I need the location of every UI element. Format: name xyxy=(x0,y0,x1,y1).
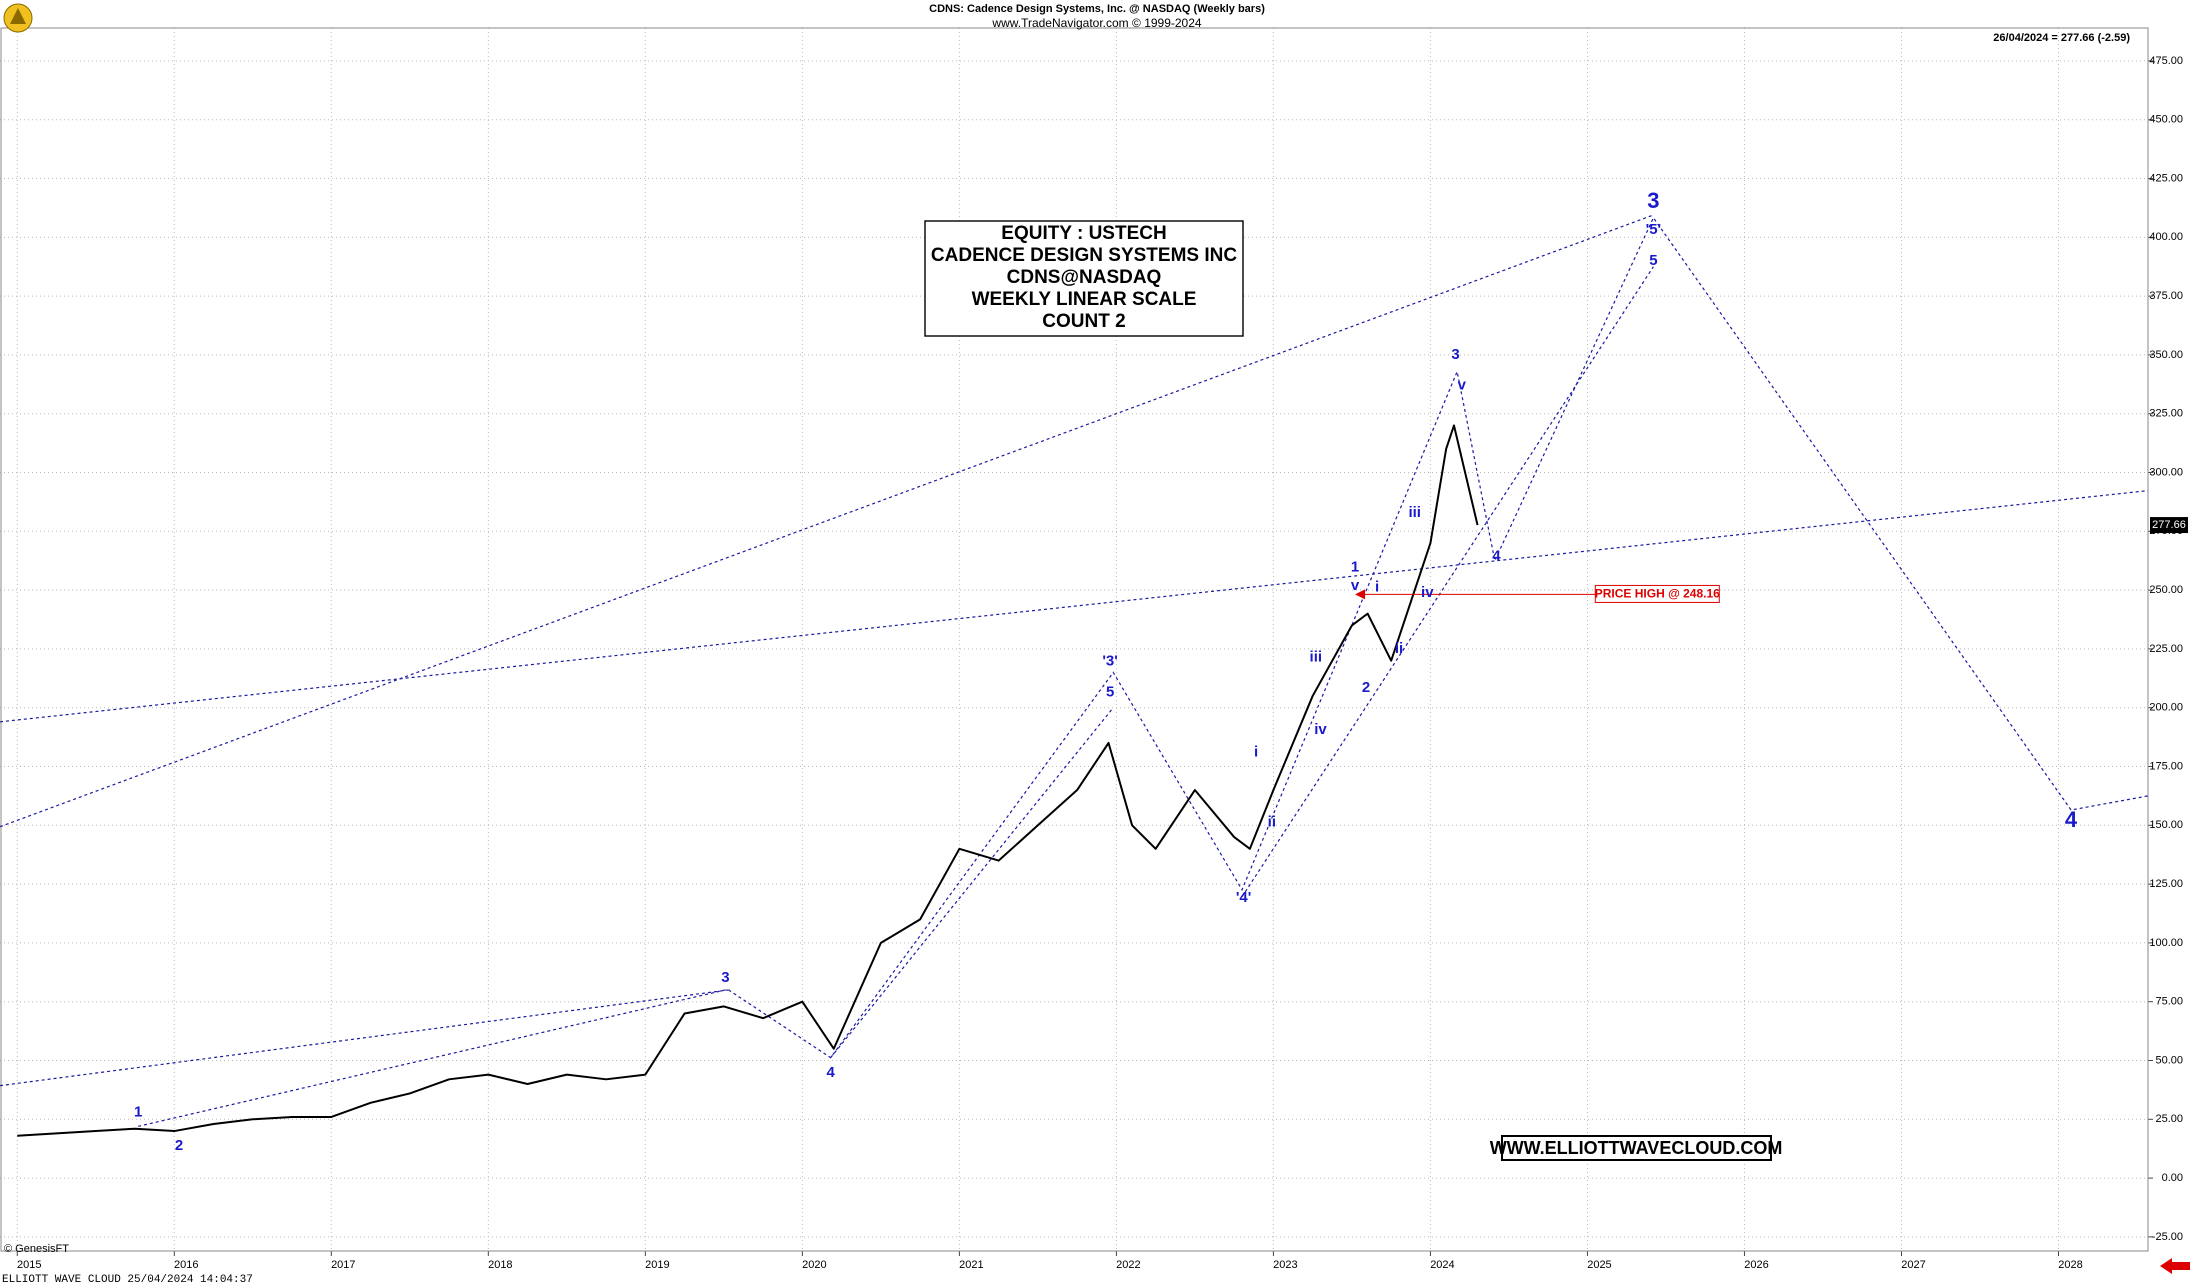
wave-label: iii xyxy=(1310,648,1323,665)
wave-label: iv xyxy=(1314,721,1327,738)
chart-subtitle: www.TradeNavigator.com © 1999-2024 xyxy=(991,16,1201,30)
wave-label: v xyxy=(1458,377,1467,394)
x-tick-label: 2018 xyxy=(488,1259,512,1271)
y-tick-label: 400.00 xyxy=(2149,231,2183,243)
wave-label: '4' xyxy=(1236,889,1251,906)
y-tick-label: 375.00 xyxy=(2149,290,2183,302)
wave-label: v xyxy=(1351,577,1360,594)
wave-label: 1 xyxy=(134,1103,142,1120)
price-high-label: PRICE HIGH @ 248.16 xyxy=(1595,587,1720,601)
x-tick-label: 2017 xyxy=(331,1259,355,1271)
wave-label: 3 xyxy=(1451,346,1459,363)
x-tick-label: 2020 xyxy=(802,1259,826,1271)
wave-label: 3 xyxy=(721,969,729,986)
wave-label: '3' xyxy=(1102,653,1117,670)
y-tick-label: 475.00 xyxy=(2149,55,2183,67)
y-tick-label: 100.00 xyxy=(2149,937,2183,949)
y-tick-label: 350.00 xyxy=(2149,349,2183,361)
wave-line xyxy=(0,989,729,1087)
x-tick-label: 2024 xyxy=(1430,1259,1454,1271)
last-price-label: 277.66 xyxy=(2152,519,2186,531)
y-tick-label: 175.00 xyxy=(2149,760,2183,772)
price-line xyxy=(17,424,1479,1137)
info-line: CADENCE DESIGN SYSTEMS INC xyxy=(931,245,1237,266)
chart-title: CDNS: Cadence Design Systems, Inc. @ NAS… xyxy=(929,3,1265,15)
y-tick-label: 25.00 xyxy=(2155,1113,2183,1125)
wave-label: iv xyxy=(1421,584,1434,601)
y-tick-label: 250.00 xyxy=(2149,584,2183,596)
major-wave-label: 4 xyxy=(2065,807,2078,832)
price-high-box xyxy=(1594,584,1720,603)
wave-label: 4 xyxy=(1492,547,1501,564)
wave-line xyxy=(728,216,2149,1059)
y-tick-label: 200.00 xyxy=(2149,702,2183,714)
info-line: WEEKLY LINEAR SCALE xyxy=(972,289,1197,310)
wave-label: 5 xyxy=(1106,683,1114,700)
y-tick-label: 425.00 xyxy=(2149,172,2183,184)
x-tick-label: 2026 xyxy=(1744,1259,1768,1271)
plot: PRICE HIGH @ 248.16277.6612345'3''4'iiii… xyxy=(0,188,2188,1154)
nav-arrow[interactable] xyxy=(2160,1258,2190,1274)
y-tick-label: 125.00 xyxy=(2149,878,2183,890)
info-line: CDNS@NASDAQ xyxy=(1007,267,1162,288)
y-tick-label: 325.00 xyxy=(2149,408,2183,420)
wave-label: 4 xyxy=(826,1064,835,1081)
y-tick-label: 50.00 xyxy=(2155,1054,2183,1066)
wave-line xyxy=(138,989,726,1127)
x-tick-label: 2021 xyxy=(959,1259,983,1271)
x-tick-label: 2016 xyxy=(174,1259,198,1271)
major-wave-label: 3 xyxy=(1647,188,1659,213)
plot-frame xyxy=(0,27,2149,1252)
info-line: EQUITY : USTECH xyxy=(1001,223,1166,244)
y-tick-label: 450.00 xyxy=(2149,114,2183,126)
x-tick-label: 2019 xyxy=(645,1259,669,1271)
y-tick-label: 75.00 xyxy=(2155,996,2183,1008)
logo xyxy=(3,3,33,33)
last-quote: 26/04/2024 = 277.66 (-2.59) xyxy=(1993,32,2130,44)
wave-label: 2 xyxy=(1362,679,1370,696)
y-tick-label: 300.00 xyxy=(2149,466,2183,478)
wave-line xyxy=(830,707,1114,1059)
x-tick-label: 2028 xyxy=(2058,1259,2082,1271)
footer: ELLIOTT WAVE CLOUD 25/04/2024 14:04:37 xyxy=(2,1274,253,1284)
website: WWW.ELLIOTTWAVECLOUD.COM xyxy=(1490,1138,1783,1158)
wave-label: 1 xyxy=(1351,559,1359,576)
wave-label: 2 xyxy=(175,1137,183,1154)
y-tick-label: 225.00 xyxy=(2149,643,2183,655)
wave-line xyxy=(0,490,2149,723)
wave-label: 5 xyxy=(1649,252,1657,269)
x-tick-label: 2022 xyxy=(1116,1259,1140,1271)
y-tick-label: 0.00 xyxy=(2162,1172,2183,1184)
wave-label: i xyxy=(1254,743,1258,760)
price-high-arrow xyxy=(1355,589,1366,600)
info-box xyxy=(924,220,1244,337)
wave-label: '5' xyxy=(1646,221,1661,238)
last-price-tag xyxy=(2150,517,2188,534)
y-tick-label: 150.00 xyxy=(2149,819,2183,831)
y-tick-label: -25.00 xyxy=(2152,1231,2183,1243)
x-tick-label: 2015 xyxy=(17,1259,41,1271)
wave-label: i xyxy=(1375,578,1379,595)
x-tick-label: 2023 xyxy=(1273,1259,1297,1271)
x-tick-label: 2025 xyxy=(1587,1259,1611,1271)
wave-label: ii xyxy=(1395,640,1403,657)
wave-label: ii xyxy=(1268,813,1276,830)
x-tick-label: 2027 xyxy=(1901,1259,1925,1271)
info-line: COUNT 2 xyxy=(1042,311,1125,332)
copyright: © GenesisFT xyxy=(4,1243,69,1255)
grid: -25.00 0.00 25.00 50.00 75.00 100.00 125.00 150… xyxy=(0,28,2183,1271)
wave-label: iii xyxy=(1408,504,1421,521)
website-box xyxy=(1501,1135,1772,1161)
